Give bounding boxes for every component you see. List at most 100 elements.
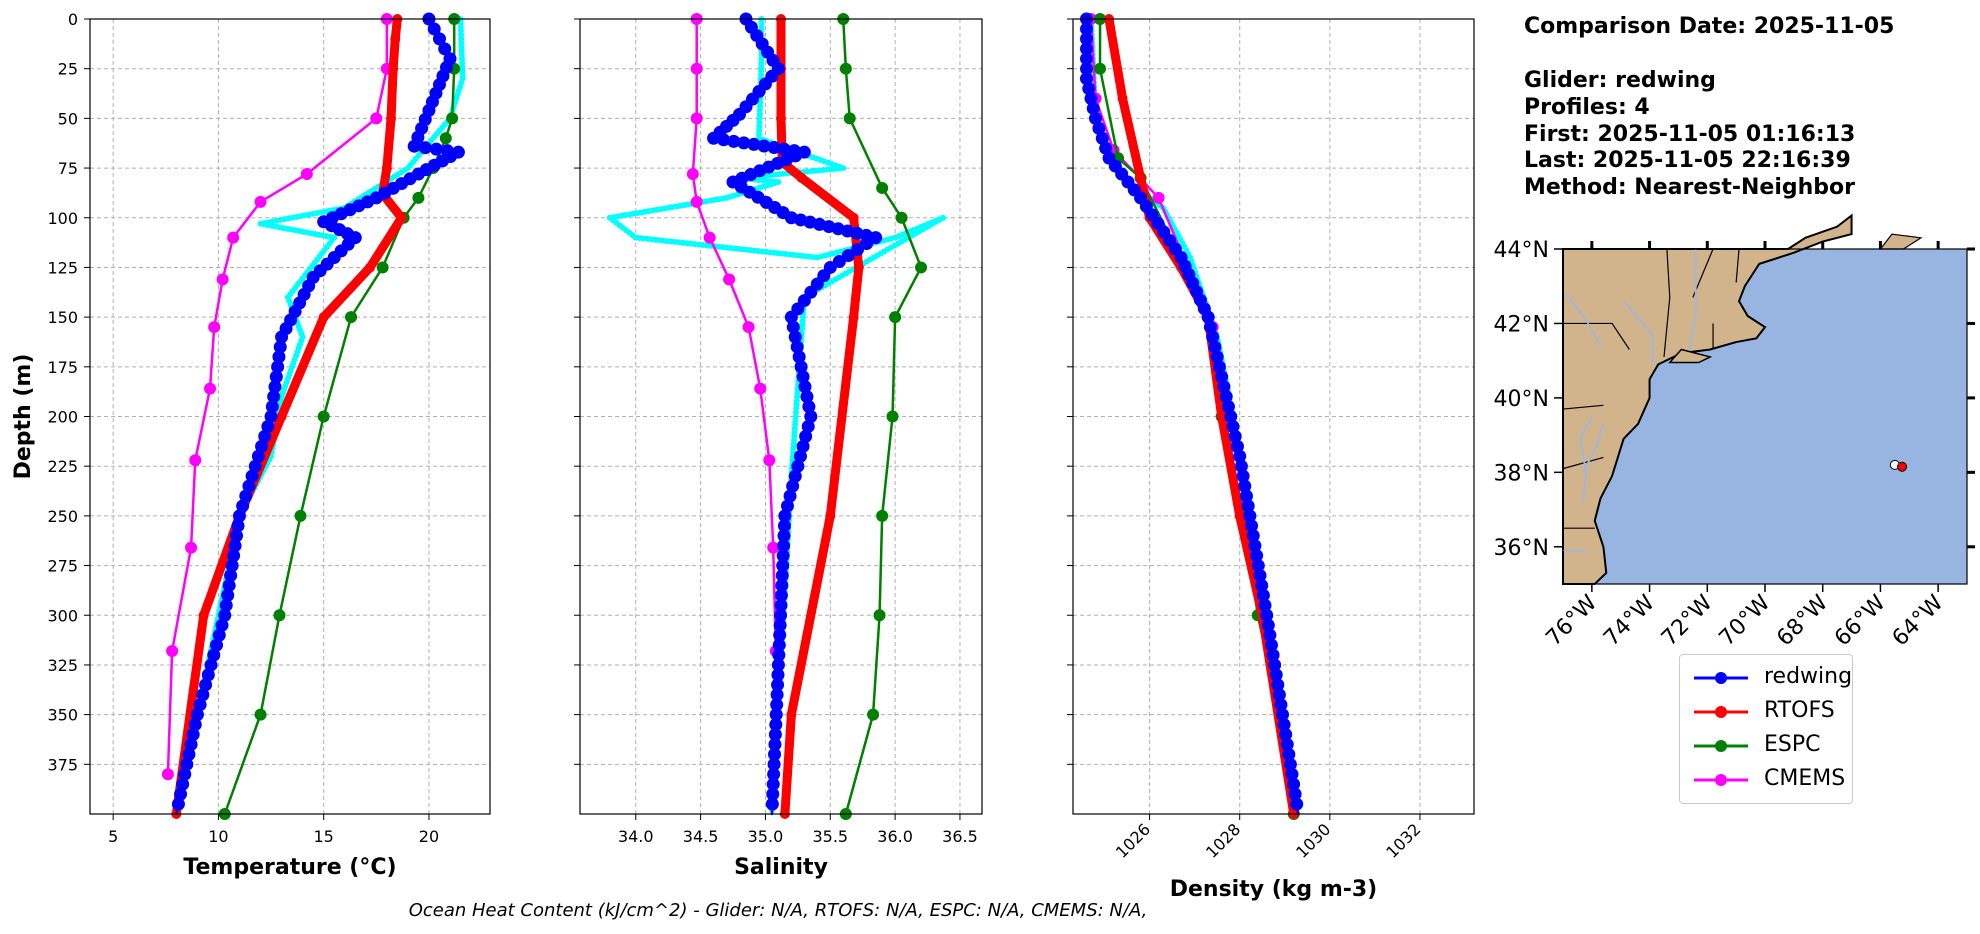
series-cmems [686,13,782,658]
y-tick-label: 150 [47,308,78,327]
data-point [407,139,421,153]
data-point [886,410,899,423]
x-tick-label: 34.5 [683,827,719,846]
data-point [365,262,375,273]
data-point [690,62,703,75]
data-point [778,509,792,523]
data-point [771,668,785,682]
data-point [774,598,788,612]
data-point [853,262,864,273]
data-point [1239,489,1253,503]
data-point [889,311,902,324]
legend-label-cmems: CMEMS [1764,766,1846,791]
data-point [427,22,441,36]
data-point [207,648,221,662]
profile-count: Profiles: 4 [1524,95,1650,120]
data-point [1248,539,1262,553]
series-espc [218,13,461,820]
data-point [788,469,802,483]
data-point [174,787,188,801]
data-point [166,645,179,658]
lon-tick-label: 74°W [1599,590,1660,651]
data-point [766,777,780,791]
data-point [225,559,239,573]
data-point [1206,330,1220,344]
data-point [228,539,242,553]
series-cmems [161,13,393,781]
data-point [867,708,880,721]
data-point [774,608,788,622]
data-point [1082,82,1096,96]
data-point [190,708,204,722]
data-point [1230,439,1244,453]
y-tick-label: 275 [47,557,78,576]
data-point [788,330,802,344]
river [1579,416,1593,503]
last-profile-time: Last: 2025-11-05 22:16:39 [1524,148,1851,173]
data-point [261,419,275,433]
data-point [765,797,779,811]
data-point [773,618,787,632]
y-tick-label: 25 [58,60,78,79]
data-point [1201,310,1215,324]
y-axis-label: Depth (m) [11,354,36,480]
data-point [776,559,790,573]
nova-scotia-edge [1879,233,1923,250]
data-point [198,610,209,621]
data-point [799,429,813,443]
data-point [1256,588,1270,602]
data-point [768,728,782,741]
series-espc [837,13,928,820]
data-point [771,658,785,672]
data-point [747,137,761,151]
data-point [775,569,789,582]
data-point [772,638,786,652]
data-point [185,541,198,554]
data-point [1241,499,1255,513]
lon-tick-label: 66°W [1830,590,1891,651]
data-point [1216,411,1227,422]
series-line-cmems [691,17,778,653]
data-point [793,449,807,463]
data-point [161,768,174,781]
data-point [227,231,240,244]
ocean-heat-content-caption: Ocean Heat Content (kJ/cm^2) - Glider: N… [408,900,1148,921]
data-point [275,330,289,344]
y-tick-label: 225 [47,457,78,476]
glider-name: Glider: redwing [1524,68,1716,93]
data-point [1095,131,1109,145]
data-point [1152,191,1165,204]
y-tick-label: 375 [47,755,78,774]
legend-label-redwing: redwing [1764,664,1853,689]
x-axis-label: Salinity [734,855,828,880]
data-point [1208,340,1222,354]
data-point [1099,141,1113,155]
data-point [222,578,236,592]
y-tick-label: 200 [47,408,78,427]
data-point [345,311,358,324]
data-point [727,134,741,148]
data-point [767,141,781,155]
data-point [1263,628,1277,642]
data-point [268,380,282,394]
data-point [1283,757,1297,771]
data-point [1219,390,1233,404]
data-point [242,479,256,493]
data-point [775,578,789,592]
data-point [386,113,397,124]
lon-tick-label: 64°W [1888,590,1949,651]
data-point [1234,459,1248,473]
data-point [774,588,788,602]
data-point [376,261,389,274]
chart-temperature: 5 10 15 20025507510012515017520022525027530… [11,10,491,880]
land-mass [1562,213,1853,585]
lon-tick-label: 70°W [1715,590,1776,651]
data-point [184,737,198,751]
data-point [873,609,886,622]
data-point [1117,93,1128,104]
data-point [388,63,399,74]
x-tick-label: 20 [419,827,439,846]
legend-item-redwing: redwing [1692,662,1852,692]
data-point [1280,737,1294,751]
y-tick-label: 325 [47,656,78,675]
